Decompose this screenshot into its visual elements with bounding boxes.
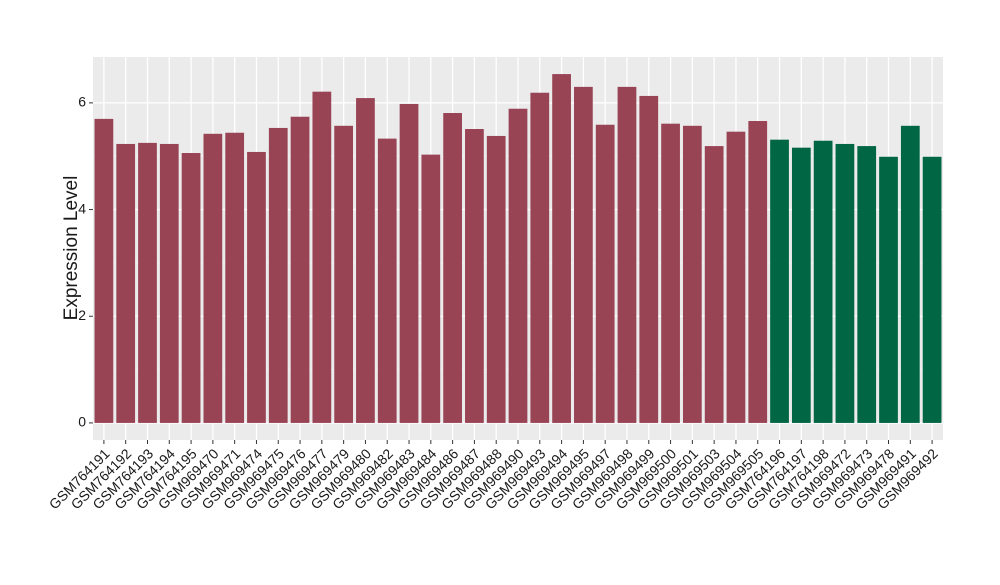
bar xyxy=(486,135,506,423)
bar xyxy=(726,131,746,423)
bar xyxy=(465,129,484,423)
bar xyxy=(639,95,659,423)
bar xyxy=(530,92,550,423)
bar xyxy=(748,121,768,423)
y-tick-label: 6 xyxy=(78,94,86,110)
bar xyxy=(443,113,462,423)
bar xyxy=(290,116,310,423)
bar xyxy=(661,123,680,423)
bar xyxy=(835,143,855,423)
bar xyxy=(508,108,528,423)
bar xyxy=(791,147,811,423)
bar xyxy=(704,146,724,423)
bar xyxy=(247,151,266,423)
bar xyxy=(574,86,593,423)
bar xyxy=(922,156,942,423)
bar xyxy=(268,127,288,423)
bar xyxy=(595,124,615,423)
bar xyxy=(857,146,877,423)
bar xyxy=(377,138,397,423)
bar xyxy=(421,154,441,423)
bar xyxy=(399,103,419,423)
bar xyxy=(356,98,375,423)
bar xyxy=(181,153,201,423)
y-tick-label: 2 xyxy=(78,307,86,323)
bar xyxy=(900,125,920,423)
bar xyxy=(312,91,332,423)
bar xyxy=(203,133,223,423)
bar xyxy=(159,143,179,423)
bar xyxy=(94,118,114,423)
bar xyxy=(334,125,354,423)
bar xyxy=(770,139,789,423)
bar xyxy=(682,125,702,423)
y-axis-title: Expression Level xyxy=(61,176,82,321)
bar xyxy=(813,140,833,423)
y-tick-label: 0 xyxy=(78,414,86,430)
bar xyxy=(552,74,571,423)
bar xyxy=(116,143,136,423)
bar xyxy=(879,156,898,423)
bar xyxy=(138,142,157,423)
bar xyxy=(225,132,245,423)
y-tick-label: 4 xyxy=(78,200,86,216)
bar xyxy=(617,86,637,423)
